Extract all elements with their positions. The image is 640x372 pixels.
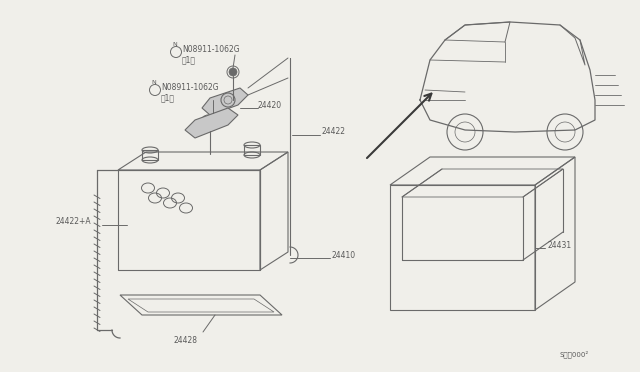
Text: （1）: （1） bbox=[182, 55, 196, 64]
Bar bbox=[142, 150, 158, 160]
Circle shape bbox=[229, 68, 237, 76]
Polygon shape bbox=[185, 108, 238, 138]
Text: N: N bbox=[172, 42, 177, 47]
Text: 24422+A: 24422+A bbox=[55, 218, 91, 227]
Text: 24420: 24420 bbox=[258, 100, 282, 109]
Text: 24410: 24410 bbox=[332, 250, 356, 260]
Text: 24428: 24428 bbox=[173, 336, 197, 345]
Text: S４・000²: S４・000² bbox=[560, 350, 589, 358]
Text: 24431: 24431 bbox=[547, 241, 571, 250]
Text: N: N bbox=[151, 80, 156, 85]
Polygon shape bbox=[202, 88, 248, 115]
Bar bbox=[244, 145, 260, 155]
Text: （1）: （1） bbox=[161, 93, 175, 103]
Text: 24422: 24422 bbox=[322, 128, 346, 137]
Text: N08911-1062G: N08911-1062G bbox=[161, 83, 219, 93]
Text: N08911-1062G: N08911-1062G bbox=[182, 45, 239, 55]
